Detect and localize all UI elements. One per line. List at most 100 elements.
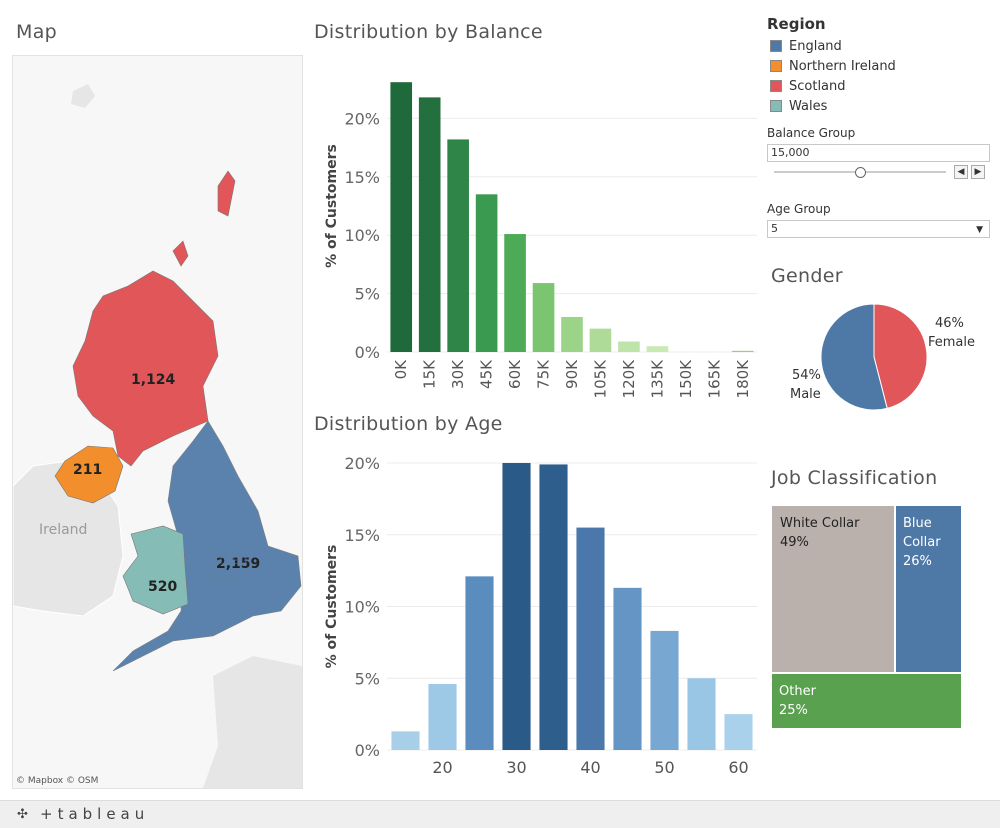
map-credit[interactable]: © Mapbox © OSM: [16, 776, 99, 786]
tableau-brand[interactable]: +tableau: [40, 805, 150, 823]
balance-chart-title: Distribution by Balance: [314, 21, 543, 43]
bar[interactable]: [576, 527, 605, 750]
region-scotland: [72, 170, 236, 467]
bar[interactable]: [561, 316, 583, 352]
legend-label: England: [789, 39, 842, 54]
x-tick-label: 40: [580, 758, 600, 777]
y-axis-label: % of Customers: [324, 545, 340, 669]
age-group-dropdown[interactable]: 5 ▼: [767, 220, 990, 238]
legend-label: Northern Ireland: [789, 59, 896, 74]
white-collar-label: White Collar: [780, 516, 860, 531]
slider-next-button[interactable]: ▶: [971, 165, 985, 179]
legend-item-wales[interactable]: Wales: [770, 99, 827, 115]
blue-collar-percent: 26%: [903, 554, 932, 569]
x-tick-label: 105K: [591, 359, 609, 399]
bar[interactable]: [613, 587, 642, 750]
treemap-cell-blue-collar[interactable]: Blue Collar 26%: [896, 506, 961, 672]
legend-item-scotland[interactable]: Scotland: [770, 79, 846, 95]
map-canvas[interactable]: [13, 56, 302, 788]
uk-place-label-line1: United: [205, 553, 248, 568]
wales-swatch: [770, 100, 782, 112]
northern-ireland-swatch: [770, 60, 782, 72]
x-tick-label: 60: [728, 758, 748, 777]
legend-item-england[interactable]: England: [770, 39, 842, 55]
legend-item-northern-ireland[interactable]: Northern Ireland: [770, 59, 896, 75]
gender-chart-title: Gender: [771, 265, 843, 287]
x-tick-label: 90K: [563, 359, 581, 389]
bar[interactable]: [504, 234, 526, 352]
bar[interactable]: [724, 714, 753, 750]
bar[interactable]: [646, 346, 669, 352]
y-tick-label: 0%: [355, 741, 380, 760]
x-tick-label: 60K: [506, 359, 524, 389]
x-tick-label: 0K: [392, 359, 410, 380]
slider-prev-button[interactable]: ◀: [954, 165, 968, 179]
x-tick-label: 20: [432, 758, 452, 777]
region-wales: [122, 525, 189, 615]
balance-group-input[interactable]: 15,000: [767, 144, 990, 162]
age-group-value: 5: [771, 222, 778, 235]
y-tick-label: 20%: [344, 109, 380, 128]
bar[interactable]: [687, 678, 716, 750]
legend-label: Scotland: [789, 79, 846, 94]
y-tick-label: 5%: [355, 285, 380, 304]
x-tick-label: 120K: [620, 359, 638, 399]
x-tick-label: 50: [654, 758, 674, 777]
x-tick-label: 75K: [535, 359, 553, 389]
female-label: Female: [928, 335, 976, 350]
y-tick-label: 5%: [355, 669, 380, 688]
tableau-footer: ✣ +tableau: [0, 800, 1000, 828]
tableau-logo-icon[interactable]: ✣: [17, 807, 28, 822]
bar[interactable]: [589, 328, 612, 352]
male-label: Male: [790, 387, 821, 402]
x-tick-label: 15K: [421, 359, 439, 389]
balance-bar-chart[interactable]: 0% 5% 10% 15% 20%% of Customers 0K 15K 30K 45K 60…: [312, 50, 762, 410]
northern-ireland-value-label: 211: [73, 462, 103, 478]
europe-land: [203, 656, 302, 788]
age-chart-title: Distribution by Age: [314, 413, 503, 435]
bar[interactable]: [731, 350, 754, 352]
balance-slider-thumb[interactable]: [855, 167, 866, 178]
england-swatch: [770, 40, 782, 52]
region-england: [112, 420, 302, 672]
bar[interactable]: [390, 82, 413, 352]
bar[interactable]: [618, 341, 640, 352]
bar[interactable]: [475, 194, 498, 352]
scotland-swatch: [770, 80, 782, 92]
pie-slice[interactable]: [873, 303, 928, 409]
scotland-value-label: 1,124: [131, 372, 176, 388]
pie-slice[interactable]: [820, 303, 888, 411]
bar[interactable]: [418, 97, 441, 352]
bar[interactable]: [532, 283, 555, 352]
y-tick-label: 15%: [344, 526, 380, 545]
wales-value-label: 520: [148, 579, 178, 595]
bar[interactable]: [391, 731, 420, 750]
other-label: Other: [779, 684, 816, 699]
gender-pie-chart[interactable]: [814, 297, 934, 417]
x-tick-label: 165K: [705, 359, 723, 399]
bar[interactable]: [428, 683, 457, 750]
bar[interactable]: [447, 139, 469, 352]
treemap-cell-other[interactable]: Other 25%: [772, 674, 961, 728]
england-value-label: 2,159: [216, 556, 261, 572]
x-tick-label: 180K: [734, 359, 752, 399]
y-tick-label: 15%: [344, 168, 380, 187]
bar[interactable]: [465, 576, 494, 750]
y-tick-label: 0%: [355, 343, 380, 362]
bar[interactable]: [539, 464, 568, 750]
x-tick-label: 150K: [677, 359, 695, 399]
job-chart-title: Job Classification: [771, 467, 938, 489]
map-title: Map: [16, 21, 57, 43]
chevron-down-icon: ▼: [976, 225, 983, 235]
x-tick-label: 30: [506, 758, 526, 777]
age-bar-chart[interactable]: 0% 5% 10% 15% 20% % of Customers 20 30 40 50 60: [312, 445, 762, 795]
y-axis-label: % of Customers: [324, 144, 340, 268]
x-tick-label: 45K: [478, 359, 496, 389]
bar[interactable]: [502, 463, 531, 750]
uk-place-label-line2: Kingdom: [200, 571, 258, 586]
bar[interactable]: [650, 630, 679, 750]
treemap-cell-white-collar[interactable]: White Collar 49%: [772, 506, 894, 672]
female-percent-label: 46%: [935, 316, 964, 331]
x-tick-label: 135K: [648, 359, 666, 399]
uk-map[interactable]: 1,124 211 520 2,159 Ireland United Kingd…: [12, 55, 303, 789]
